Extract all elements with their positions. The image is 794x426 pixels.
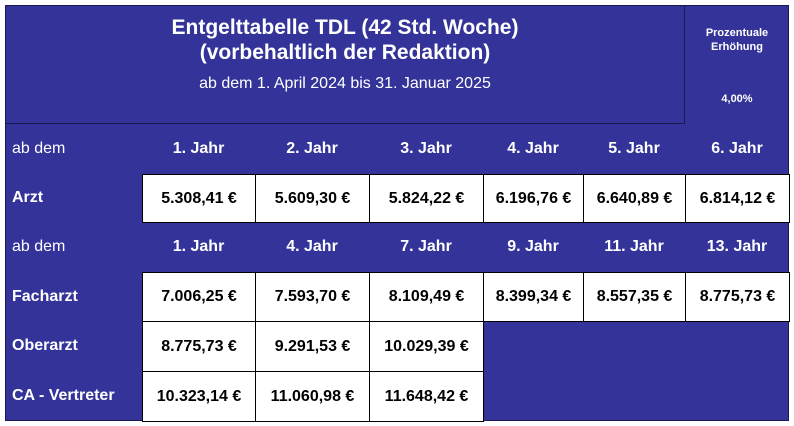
value-cell: 10.323,14 € <box>142 371 256 422</box>
column-header: 1. Jahr <box>172 238 225 255</box>
column-header: 4. Jahr <box>507 140 559 157</box>
value-cell: 7.593,70 € <box>255 272 370 322</box>
row-header: Facharzt <box>12 287 78 305</box>
column-header: 7. Jahr <box>400 238 452 255</box>
column-header: 9. Jahr <box>507 238 559 255</box>
value-cell: 8.775,73 € <box>685 272 790 322</box>
row-header: Oberarzt <box>12 337 78 354</box>
value-cell: 11.648,42 € <box>369 371 484 422</box>
row-label: ab dem <box>12 140 66 157</box>
value-cell: 5.824,22 € <box>369 174 484 223</box>
value-cell: 6.814,12 € <box>685 174 790 223</box>
value-cell: 8.399,34 € <box>483 272 584 322</box>
title-box <box>5 5 685 124</box>
value-cell: 7.006,25 € <box>142 272 256 322</box>
value-cell: 10.029,39 € <box>369 321 484 372</box>
value-cell: 8.775,73 € <box>142 321 256 372</box>
title-line: (vorbehaltlich der Redaktion) <box>199 41 491 64</box>
value-cell: 5.308,41 € <box>142 174 256 223</box>
row-header: CA - Vertreter <box>12 387 115 404</box>
increase-label-line: Erhöhung <box>711 41 763 53</box>
value-cell: 9.291,53 € <box>255 321 370 372</box>
row-header: Arzt <box>12 189 44 206</box>
column-header: 4. Jahr <box>286 238 338 255</box>
value-cell: 6.640,89 € <box>583 174 686 223</box>
column-header: 1. Jahr <box>172 140 225 157</box>
value-cell: 6.196,76 € <box>483 174 584 223</box>
increase-label: Prozentuale Erhöhung <box>685 26 789 54</box>
column-header: 6. Jahr <box>711 140 763 157</box>
value-cell: 8.109,49 € <box>369 272 484 322</box>
column-header: 2. Jahr <box>286 140 338 157</box>
column-header: 5. Jahr <box>608 140 660 157</box>
column-header: 11. Jahr <box>604 238 664 255</box>
value-cell: 5.609,30 € <box>255 174 370 223</box>
column-header: 3. Jahr <box>400 140 452 157</box>
column-header: 13. Jahr <box>706 238 768 255</box>
increase-label-line: Prozentuale <box>705 27 769 39</box>
period: ab dem 1. April 2024 bis 31. Januar 2025 <box>199 75 491 92</box>
increase-value: 4,00% <box>721 93 753 105</box>
row-label: ab dem <box>12 238 66 255</box>
value-cell: 11.060,98 € <box>255 371 370 422</box>
title: Entgelttabelle TDL (42 Std. Woche) (vorb… <box>5 15 685 65</box>
title-line: Entgelttabelle TDL (42 Std. Woche) <box>171 16 519 39</box>
value-cell: 8.557,35 € <box>583 272 686 322</box>
